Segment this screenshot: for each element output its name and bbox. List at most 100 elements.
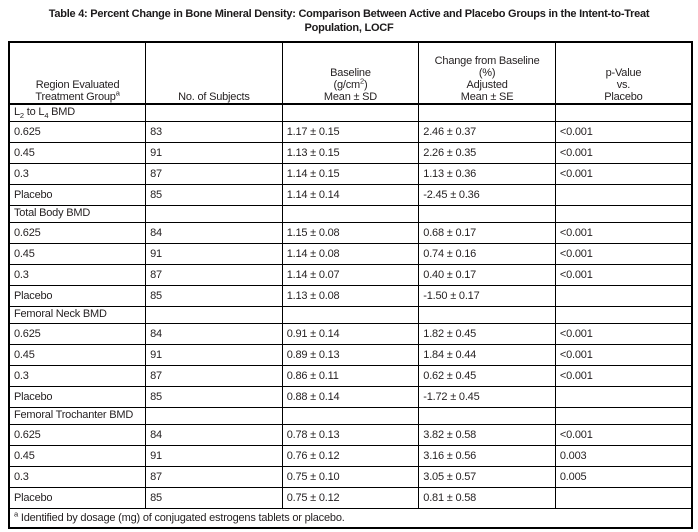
cell-p-value: <0.001 — [554, 141, 693, 164]
cell-change-from-baseline: 1.13 ± 0.36 — [418, 162, 556, 185]
cell-treatment-group: 0.45 — [8, 444, 147, 467]
cell-baseline: 0.89 ± 0.13 — [281, 343, 420, 366]
table-row: 0.625 84 1.15 ± 0.08 0.68 ± 0.17 <0.001 — [8, 221, 693, 244]
cell-no-of-subjects: 85 — [145, 486, 283, 509]
cell-no-of-subjects: 85 — [145, 183, 283, 206]
section-empty-cell — [418, 103, 556, 122]
cell-no-of-subjects: 91 — [145, 242, 283, 265]
cell-p-value: <0.001 — [554, 221, 693, 244]
section-header-row: Femoral Trochanter BMD — [8, 406, 693, 425]
cell-baseline: 1.13 ± 0.08 — [281, 284, 420, 307]
table-title: Table 4: Percent Change in Bone Mineral … — [0, 0, 698, 35]
table-row: Placebo 85 0.75 ± 0.12 0.81 ± 0.58 — [8, 486, 693, 509]
section-empty-cell — [418, 406, 556, 425]
table-row: 0.3 87 0.75 ± 0.10 3.05 ± 0.57 0.005 — [8, 465, 693, 488]
section-empty-cell — [554, 305, 693, 324]
table-row: Placebo 85 0.88 ± 0.14 -1.72 ± 0.45 — [8, 385, 693, 408]
cell-baseline: 1.14 ± 0.15 — [281, 162, 420, 185]
cell-baseline: 1.14 ± 0.08 — [281, 242, 420, 265]
table-row: 0.3 87 1.14 ± 0.07 0.40 ± 0.17 <0.001 — [8, 263, 693, 286]
section-label: Femoral Trochanter BMD — [8, 406, 147, 425]
table-header-row: Region Evaluated Treatment Groupa No. of … — [8, 41, 693, 105]
cell-treatment-group: 0.45 — [8, 242, 147, 265]
table-row: 0.3 87 1.14 ± 0.15 1.13 ± 0.36 <0.001 — [8, 162, 693, 185]
cell-baseline: 0.75 ± 0.12 — [281, 486, 420, 509]
section-empty-cell — [418, 204, 556, 223]
cell-baseline: 1.17 ± 0.15 — [281, 120, 420, 143]
cell-change-from-baseline: -1.72 ± 0.45 — [418, 385, 556, 408]
section-empty-cell — [281, 204, 420, 223]
cell-p-value: 0.005 — [554, 465, 693, 488]
cell-p-value — [554, 385, 693, 408]
cell-baseline: 1.14 ± 0.14 — [281, 183, 420, 206]
table-row: 0.45 91 1.13 ± 0.15 2.26 ± 0.35 <0.001 — [8, 141, 693, 164]
table-row: 0.45 91 0.89 ± 0.13 1.84 ± 0.44 <0.001 — [8, 343, 693, 366]
section-header-row: Total Body BMD — [8, 204, 693, 223]
cell-baseline: 0.91 ± 0.14 — [281, 322, 420, 345]
cell-change-from-baseline: 0.81 ± 0.58 — [418, 486, 556, 509]
header-region-evaluated: Region Evaluated Treatment Groupa — [8, 41, 147, 105]
cell-treatment-group: 0.625 — [8, 221, 147, 244]
cell-treatment-group: Placebo — [8, 385, 147, 408]
table-row: 0.45 91 0.76 ± 0.12 3.16 ± 0.56 0.003 — [8, 444, 693, 467]
section-empty-cell — [281, 406, 420, 425]
cell-p-value: <0.001 — [554, 263, 693, 286]
table-row: Placebo 85 1.14 ± 0.14 -2.45 ± 0.36 — [8, 183, 693, 206]
cell-no-of-subjects: 84 — [145, 221, 283, 244]
section-label: Total Body BMD — [8, 204, 147, 223]
table-row: 0.625 84 0.91 ± 0.14 1.82 ± 0.45 <0.001 — [8, 322, 693, 345]
table-row: Placebo 85 1.13 ± 0.08 -1.50 ± 0.17 — [8, 284, 693, 307]
bmd-results-table: Region Evaluated Treatment Groupa No. of … — [8, 41, 693, 529]
cell-p-value: 0.003 — [554, 444, 693, 467]
cell-baseline: 1.13 ± 0.15 — [281, 141, 420, 164]
cell-treatment-group: Placebo — [8, 486, 147, 509]
section-header-row: Femoral Neck BMD — [8, 305, 693, 324]
cell-treatment-group: 0.3 — [8, 162, 147, 185]
cell-treatment-group: 0.3 — [8, 465, 147, 488]
cell-baseline: 0.75 ± 0.10 — [281, 465, 420, 488]
cell-treatment-group: 0.45 — [8, 141, 147, 164]
table-title-line2: Population, LOCF — [304, 22, 394, 34]
section-empty-cell — [145, 204, 283, 223]
section-label: L2 to L4 BMD — [8, 103, 147, 122]
cell-baseline: 0.76 ± 0.12 — [281, 444, 420, 467]
section-header-row: L2 to L4 BMD — [8, 103, 693, 122]
table-row: 0.625 83 1.17 ± 0.15 2.46 ± 0.37 <0.001 — [8, 120, 693, 143]
cell-p-value: <0.001 — [554, 322, 693, 345]
cell-baseline: 1.14 ± 0.07 — [281, 263, 420, 286]
cell-baseline: 0.86 ± 0.11 — [281, 364, 420, 387]
cell-treatment-group: Placebo — [8, 284, 147, 307]
section-empty-cell — [145, 305, 283, 324]
section-empty-cell — [145, 406, 283, 425]
cell-no-of-subjects: 91 — [145, 343, 283, 366]
cell-change-from-baseline: 1.82 ± 0.45 — [418, 322, 556, 345]
section-empty-cell — [145, 103, 283, 122]
cell-p-value: <0.001 — [554, 162, 693, 185]
cell-baseline: 1.15 ± 0.08 — [281, 221, 420, 244]
cell-change-from-baseline: 0.62 ± 0.45 — [418, 364, 556, 387]
footnote-row: a Identified by dosage (mg) of conjugate… — [8, 507, 693, 529]
cell-p-value: <0.001 — [554, 343, 693, 366]
cell-change-from-baseline: 1.84 ± 0.44 — [418, 343, 556, 366]
cell-change-from-baseline: -2.45 ± 0.36 — [418, 183, 556, 206]
header-p-value: p-Value vs. Placebo — [554, 41, 693, 105]
table-row: 0.45 91 1.14 ± 0.08 0.74 ± 0.16 <0.001 — [8, 242, 693, 265]
header-baseline: Baseline (g/cm2) Mean ± SD — [281, 41, 420, 105]
cell-change-from-baseline: 3.16 ± 0.56 — [418, 444, 556, 467]
section-empty-cell — [554, 406, 693, 425]
cell-treatment-group: 0.45 — [8, 343, 147, 366]
cell-no-of-subjects: 91 — [145, 141, 283, 164]
section-empty-cell — [554, 204, 693, 223]
cell-treatment-group: Placebo — [8, 183, 147, 206]
cell-p-value: <0.001 — [554, 242, 693, 265]
cell-p-value: <0.001 — [554, 423, 693, 446]
section-empty-cell — [554, 103, 693, 122]
cell-treatment-group: 0.3 — [8, 364, 147, 387]
section-empty-cell — [281, 103, 420, 122]
cell-change-from-baseline: 3.82 ± 0.58 — [418, 423, 556, 446]
cell-no-of-subjects: 87 — [145, 465, 283, 488]
cell-p-value — [554, 486, 693, 509]
cell-treatment-group: 0.625 — [8, 120, 147, 143]
table-body: L2 to L4 BMD 0.625 83 1.17 ± 0.15 2.46 ± 0.3… — [8, 103, 693, 509]
cell-change-from-baseline: 0.68 ± 0.17 — [418, 221, 556, 244]
